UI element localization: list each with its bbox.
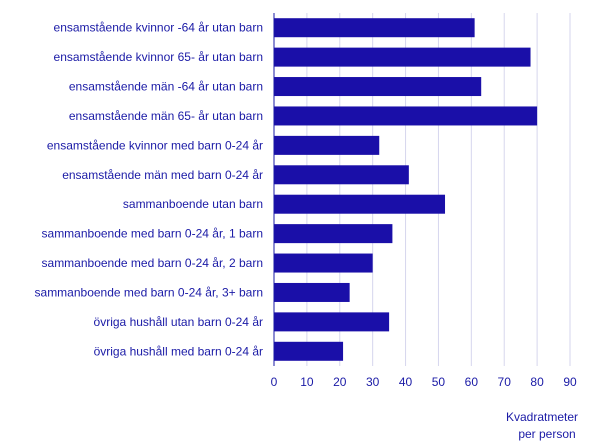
category-label: ensamstående kvinnor med barn 0-24 år	[47, 138, 263, 152]
x-tick-label: 10	[300, 375, 314, 389]
bar	[274, 224, 393, 244]
bar	[274, 282, 350, 302]
x-axis-title-line2: per person	[518, 427, 575, 441]
bar	[274, 253, 373, 273]
grid-lines	[306, 13, 571, 366]
x-tick-label: 20	[333, 375, 347, 389]
bar	[274, 77, 482, 97]
x-tick-label: 30	[366, 375, 380, 389]
category-label: övriga hushåll med barn 0-24 år	[94, 344, 263, 358]
bar	[274, 47, 531, 67]
category-label: sammanboende utan barn	[123, 197, 263, 211]
bar	[274, 165, 409, 185]
bar	[274, 194, 446, 214]
x-tick-label: 40	[399, 375, 413, 389]
x-tick-label: 0	[271, 375, 278, 389]
category-label: sammanboende med barn 0-24 år, 2 barn	[42, 256, 263, 270]
bar	[274, 106, 538, 126]
category-label: ensamstående kvinnor -64 år utan barn	[54, 21, 263, 35]
category-label: ensamstående män -64 år utan barn	[69, 80, 263, 94]
bars	[274, 18, 538, 361]
x-tick-label: 50	[432, 375, 446, 389]
category-label: ensamstående män med barn 0-24 år	[62, 168, 263, 182]
x-tick-label: 80	[530, 375, 544, 389]
x-tick-label: 70	[498, 375, 512, 389]
category-label: ensamstående kvinnor 65- år utan barn	[54, 50, 263, 64]
category-label: ensamstående män 65- år utan barn	[69, 109, 263, 123]
category-labels: ensamstående kvinnor -64 år utan barn ens…	[35, 21, 263, 359]
bar	[274, 341, 344, 361]
category-label: övriga hushåll utan barn 0-24 år	[94, 315, 263, 329]
x-tick-label: 90	[563, 375, 577, 389]
category-label: sammanboende med barn 0-24 år, 1 barn	[42, 227, 263, 241]
x-tick-label: 60	[465, 375, 479, 389]
category-label: sammanboende med barn 0-24 år, 3+ barn	[35, 285, 263, 299]
bar	[274, 312, 390, 332]
x-axis-title-line1: Kvadratmeter	[506, 410, 578, 424]
bar	[274, 135, 380, 155]
x-tick-labels: 0 10 20 30 40 50 60 70 80 90	[271, 375, 577, 389]
bar	[274, 18, 475, 38]
